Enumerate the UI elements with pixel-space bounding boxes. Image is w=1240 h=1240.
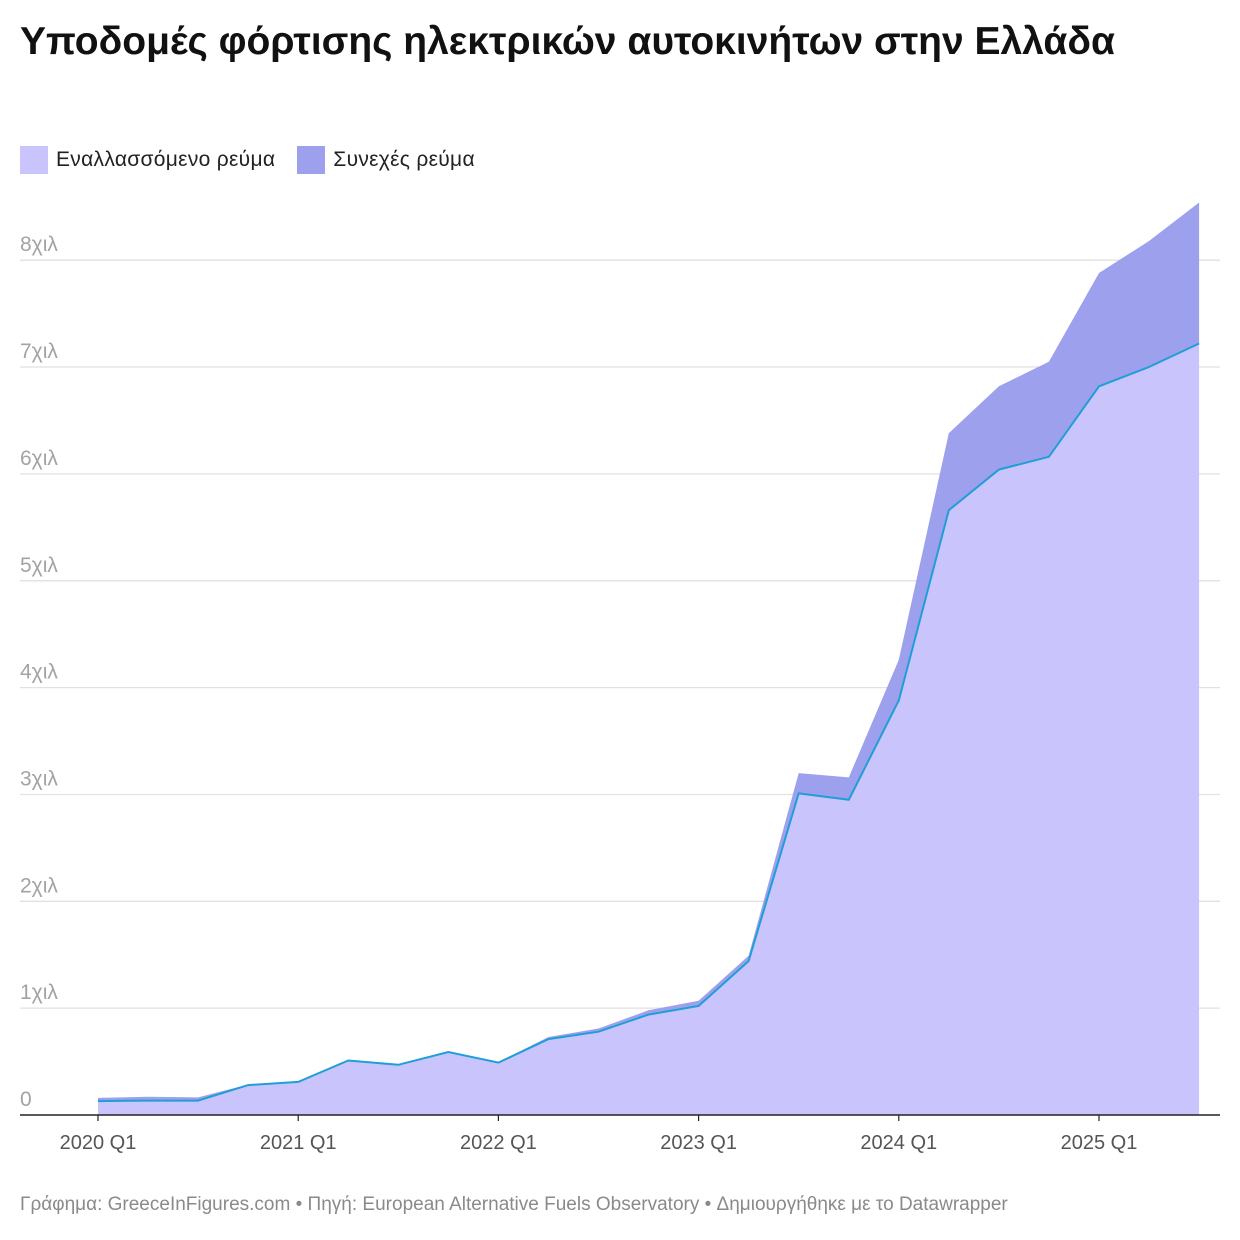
y-tick-label: 1χιλ [20,981,58,1004]
legend-label-dc: Συνεχές ρεύμα [333,148,475,171]
legend-swatch-ac [20,146,48,174]
series-area-ac [98,343,1200,1115]
series-area-dc [98,202,1200,1102]
y-tick-label: 6χιλ [20,447,58,470]
chart-footer-credit: Γράφημα: GreeceInFigures.com • Πηγή: Eur… [20,1194,1008,1215]
y-tick-label: 4χιλ [20,661,58,684]
x-tick-label: 2025 Q1 [1061,1132,1138,1154]
legend-swatch-dc [297,146,326,174]
x-tick-label: 2021 Q1 [260,1132,337,1154]
y-tick-label: 2χιλ [20,874,58,897]
y-tick-label: 0 [20,1088,32,1111]
legend-label-ac: Εναλλασσόμενο ρεύμα [56,148,276,171]
x-tick-label: 2023 Q1 [660,1132,737,1154]
chart-legend: Εναλλασσόμενο ρεύμα Συνεχές ρεύμα [20,146,497,174]
x-tick-label: 2022 Q1 [460,1132,537,1154]
legend-item-dc: Συνεχές ρεύμα [297,146,475,174]
series-line-ac [97,342,1200,1103]
y-tick-label: 3χιλ [20,768,58,791]
legend-item-ac: Εναλλασσόμενο ρεύμα [20,146,275,174]
chart-title: Υποδομές φόρτισης ηλεκτρικών αυτοκινήτων… [20,20,1115,63]
x-tick-label: 2020 Q1 [60,1132,137,1154]
y-tick-label: 5χιλ [20,554,58,577]
y-tick-label: 7χιλ [20,340,58,363]
x-tick-label: 2024 Q1 [860,1132,937,1154]
y-tick-label: 8χιλ [20,233,58,256]
